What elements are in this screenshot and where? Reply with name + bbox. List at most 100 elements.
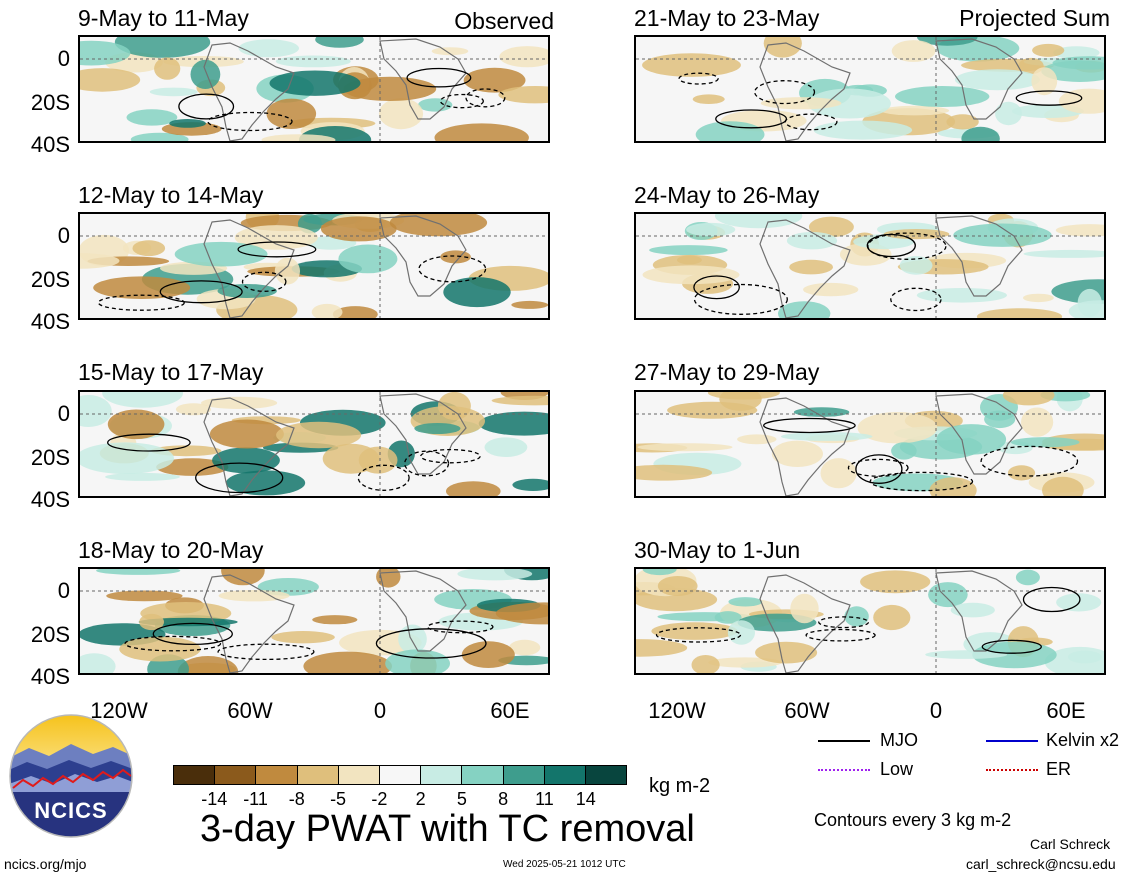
colorbar-swatch <box>421 766 463 784</box>
mjo-contour <box>1015 90 1083 106</box>
anomaly-region <box>312 615 358 625</box>
anomaly-region <box>1023 249 1104 258</box>
pwat-anomaly-map <box>636 392 1104 496</box>
map-panel-left-1 <box>78 35 550 143</box>
anomaly-region <box>771 440 823 467</box>
anomaly-region <box>1023 293 1054 303</box>
anomaly-region <box>434 123 529 141</box>
panel-label-projected: Projected Sum <box>959 5 1110 31</box>
anomaly-region <box>491 395 548 406</box>
legend-low-label: Low <box>880 759 914 779</box>
anomaly-region <box>190 59 221 89</box>
legend-er-label: ER <box>1046 759 1072 779</box>
anomaly-region <box>946 114 979 130</box>
ytick-40s-p2: 40S <box>30 309 70 334</box>
anomaly-region <box>271 631 335 644</box>
anomaly-region <box>322 443 380 474</box>
colorbar-tick-label: 5 <box>456 789 467 809</box>
anomaly-region <box>96 569 181 575</box>
anomaly-region <box>174 241 268 267</box>
anomaly-region <box>114 37 211 58</box>
colorbar-swatch <box>215 766 257 784</box>
africa-coastline <box>379 215 467 297</box>
colorbar-swatch <box>379 766 422 784</box>
colorbar-tick-label: -14 <box>201 789 228 809</box>
colorbar-tick-label: 8 <box>498 789 509 809</box>
anomaly-region <box>642 265 740 285</box>
pwat-anomaly-map <box>80 37 548 141</box>
anomaly-region <box>1042 476 1084 496</box>
ytick-40s-p1: 40S <box>30 132 70 157</box>
colorbar-swatch <box>338 766 380 784</box>
anomaly-region <box>899 256 933 275</box>
anomaly-region <box>149 87 198 97</box>
colorbar-tick-label: -8 <box>288 789 305 809</box>
anomaly-region <box>995 101 1022 126</box>
anomaly-region <box>276 421 362 449</box>
anomaly-region <box>928 582 968 608</box>
colorbar-units: kg m-2 <box>649 775 711 797</box>
anomaly-region <box>1067 650 1102 664</box>
footer-url[interactable]: ncics.org/mjo <box>4 856 87 872</box>
mjo-contour <box>195 462 284 494</box>
anomaly-region <box>686 222 736 237</box>
anomaly-region <box>728 597 763 607</box>
anomaly-region <box>873 604 911 631</box>
anomaly-region <box>154 57 181 80</box>
anomaly-region <box>786 232 838 250</box>
legend-low-line <box>818 769 870 771</box>
anomaly-region <box>636 639 688 657</box>
mjo-contour <box>404 450 450 477</box>
anomaly-region <box>755 641 818 664</box>
mjo-contour <box>97 294 185 311</box>
colorbar-swatch <box>585 766 627 784</box>
anomaly-region <box>130 132 189 141</box>
anomaly-region <box>1031 67 1058 96</box>
anomaly-region <box>443 277 511 308</box>
panel-title-right-1: 21-May to 23-May <box>634 5 820 31</box>
ytick-0-p4: 0 <box>57 578 70 603</box>
anomaly-region <box>156 458 229 476</box>
anomaly-region <box>495 602 548 625</box>
ytick-0-p3: 0 <box>57 401 70 426</box>
anomaly-region <box>972 641 1057 669</box>
mjo-contour <box>152 622 233 646</box>
anomaly-region <box>813 120 913 140</box>
anomaly-region <box>636 464 713 481</box>
mjo-contour <box>159 280 243 304</box>
pwat-anomaly-map <box>80 214 548 318</box>
mjo-contour <box>427 620 494 634</box>
panel-title-right-3: 27-May to 29-May <box>634 359 820 385</box>
ytick-0-p2: 0 <box>57 223 70 248</box>
anomaly-region <box>790 593 819 624</box>
anomaly-region <box>389 214 488 237</box>
anomaly-region <box>217 284 277 298</box>
anomaly-region <box>484 437 528 457</box>
xtick-60w-left: 60W <box>227 698 273 723</box>
anomaly-region <box>378 98 424 130</box>
anomaly-region <box>80 253 120 269</box>
colorbar-swatch <box>174 766 216 784</box>
pwat-anomaly-map <box>80 392 548 496</box>
anomaly-region <box>1058 88 1104 114</box>
africa-coastline <box>935 215 1023 297</box>
anomaly-region <box>803 282 859 297</box>
mjo-contour <box>655 627 742 643</box>
map-panel-right-4 <box>634 567 1106 675</box>
mjo-contour <box>818 616 870 629</box>
mjo-contour <box>375 628 487 659</box>
contour-note: Contours every 3 kg m-2 <box>814 810 1012 830</box>
anomaly-region <box>311 303 343 318</box>
anomaly-region <box>315 37 364 48</box>
mjo-contour <box>107 433 191 452</box>
anomaly-region <box>891 442 917 460</box>
colorbar-swatch <box>503 766 545 784</box>
anomaly-region <box>637 443 733 452</box>
footer-email[interactable]: carl_schreck@ncsu.edu <box>966 856 1116 872</box>
ytick-20s-p2: 20S <box>30 267 70 292</box>
anomaly-region <box>649 245 728 256</box>
anomaly-region <box>857 412 938 444</box>
mjo-contour <box>357 464 410 491</box>
xtick-120w-left: 120W <box>90 698 148 723</box>
legend-mjo-line <box>818 740 870 742</box>
